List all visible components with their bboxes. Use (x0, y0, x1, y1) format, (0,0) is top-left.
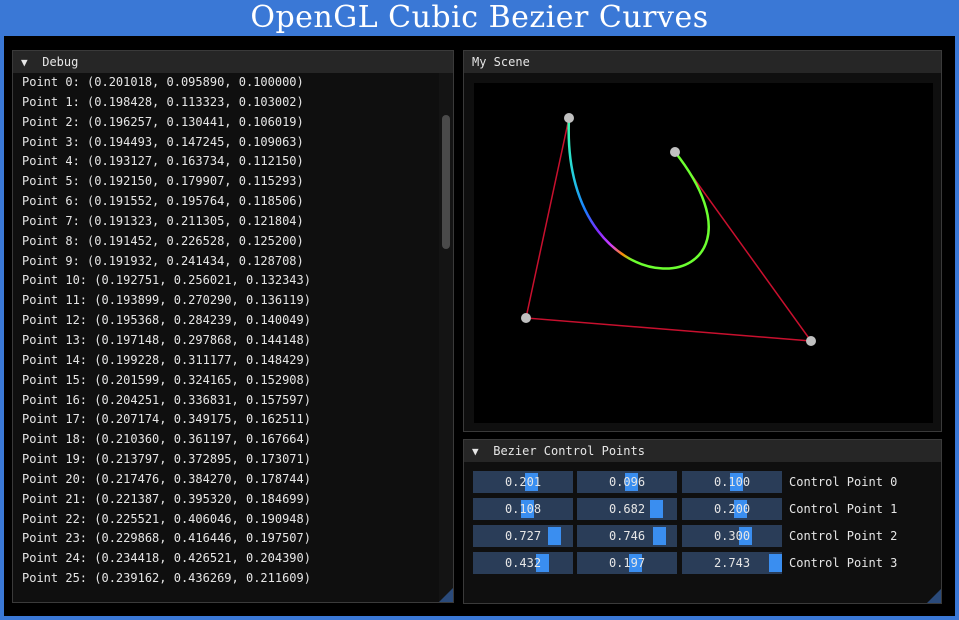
debug-point-line: Point 17: (0.207174, 0.349175, 0.162511) (22, 412, 311, 427)
field-value: 0.727 (504, 529, 542, 543)
debug-point-line: Point 12: (0.195368, 0.284239, 0.140049) (22, 313, 311, 328)
field-value: 0.200 (713, 502, 751, 516)
control-point-0-handle[interactable] (564, 113, 574, 123)
field-value: 0.746 (608, 529, 646, 543)
drag-float-field[interactable]: 0.197 (577, 552, 677, 574)
debug-point-line: Point 7: (0.191323, 0.211305, 0.121804) (22, 213, 304, 228)
slider-grab-handle[interactable] (629, 554, 643, 572)
debug-point-line: Point 5: (0.192150, 0.179907, 0.115293) (22, 174, 304, 189)
debug-point-line: Point 9: (0.191932, 0.241434, 0.128708) (22, 253, 304, 268)
control-point-2-handle[interactable] (806, 336, 816, 346)
debug-scrollbar-thumb[interactable] (442, 115, 450, 249)
field-value: 0.096 (608, 475, 646, 489)
drag-float-field[interactable]: 0.300 (682, 525, 782, 547)
controls-window[interactable]: ▼ Bezier Control Points 0.201 0.096 0.100 C… (463, 439, 942, 604)
debug-point-line: Point 15: (0.201599, 0.324165, 0.152908) (22, 372, 311, 387)
debug-point-line: Point 19: (0.213797, 0.372895, 0.173071) (22, 452, 311, 467)
field-value: 0.108 (504, 502, 542, 516)
slider-grab-handle[interactable] (520, 500, 534, 518)
app-canvas: ▼ Debug Point 0: (0.201018, 0.095890, 0.… (4, 36, 955, 616)
field-value: 0.197 (608, 556, 646, 570)
drag-float-field[interactable]: 0.432 (473, 552, 573, 574)
drag-float-field[interactable]: 2.743 (682, 552, 782, 574)
debug-resize-grip-icon[interactable] (439, 588, 453, 602)
drag-float-field[interactable]: 0.096 (577, 471, 677, 493)
field-value: 0.682 (608, 502, 646, 516)
debug-point-list: Point 0: (0.201018, 0.095890, 0.100000) P… (13, 73, 439, 602)
slider-grab-handle[interactable] (650, 500, 664, 518)
control-point-label: Control Point 2 (789, 529, 898, 543)
slider-grab-handle[interactable] (624, 473, 638, 491)
drag-float-field[interactable]: 0.108 (473, 498, 573, 520)
field-value: 0.432 (504, 556, 542, 570)
drag-float-field[interactable]: 0.100 (682, 471, 782, 493)
controls-title-bar[interactable]: ▼ Bezier Control Points (464, 440, 941, 462)
scene-title-bar[interactable]: My Scene (464, 51, 941, 73)
control-point-label: Control Point 1 (789, 502, 898, 516)
slider-grab-handle[interactable] (525, 473, 539, 491)
controls-resize-grip-icon[interactable] (927, 589, 941, 603)
field-value: 2.743 (713, 556, 751, 570)
collapse-triangle-icon[interactable]: ▼ (21, 56, 28, 69)
debug-point-line: Point 0: (0.201018, 0.095890, 0.100000) (22, 75, 304, 89)
debug-point-line: Point 4: (0.193127, 0.163734, 0.112150) (22, 154, 304, 169)
debug-point-line: Point 6: (0.191552, 0.195764, 0.118506) (22, 194, 304, 209)
debug-point-line: Point 16: (0.204251, 0.336831, 0.157597) (22, 392, 311, 407)
debug-title-bar[interactable]: ▼ Debug (13, 51, 453, 73)
field-value: 0.300 (713, 529, 751, 543)
slider-grab-handle[interactable] (652, 527, 666, 545)
slider-grab-handle[interactable] (738, 527, 752, 545)
debug-point-line: Point 8: (0.191452, 0.226528, 0.125200) (22, 233, 304, 248)
debug-point-line: Point 13: (0.197148, 0.297868, 0.144148) (22, 332, 311, 347)
bezier-curve (567, 117, 710, 270)
control-point-label: Control Point 0 (789, 475, 898, 489)
field-value: 0.100 (713, 475, 751, 489)
control-point-label: Control Point 3 (789, 556, 898, 570)
drag-float-field[interactable]: 0.727 (473, 525, 573, 547)
debug-scrollbar[interactable] (439, 73, 453, 602)
control-polygon (525, 117, 813, 342)
debug-point-line: Point 1: (0.198428, 0.113323, 0.103002) (22, 94, 304, 109)
debug-window[interactable]: ▼ Debug Point 0: (0.201018, 0.095890, 0.… (12, 50, 454, 603)
debug-point-line: Point 11: (0.193899, 0.270290, 0.136119) (22, 293, 311, 308)
scene-title: My Scene (472, 55, 530, 69)
controls-title: Bezier Control Points (493, 444, 645, 458)
slider-grab-handle[interactable] (535, 554, 549, 572)
slider-grab-handle[interactable] (729, 473, 743, 491)
field-value: 0.201 (504, 475, 542, 489)
debug-point-line: Point 2: (0.196257, 0.130441, 0.106019) (22, 114, 304, 129)
debug-point-line: Point 14: (0.199228, 0.311177, 0.148429) (22, 352, 311, 367)
debug-title: Debug (42, 55, 79, 69)
debug-point-line: Point 21: (0.221387, 0.395320, 0.184699) (22, 491, 311, 506)
drag-float-field[interactable]: 0.201 (473, 471, 573, 493)
slider-grab-handle[interactable] (769, 554, 782, 572)
debug-point-line: Point 22: (0.225521, 0.406046, 0.190948) (22, 511, 311, 526)
drag-float-field[interactable]: 0.746 (577, 525, 677, 547)
control-point-3-handle[interactable] (670, 147, 680, 157)
collapse-triangle-icon[interactable]: ▼ (472, 445, 479, 458)
slider-grab-handle[interactable] (547, 527, 561, 545)
window-title: OpenGL Cubic Bezier Curves (0, 0, 959, 36)
drag-float-field[interactable]: 0.682 (577, 498, 677, 520)
debug-point-line: Point 23: (0.229868, 0.416446, 0.197507) (22, 531, 311, 546)
debug-point-line: Point 20: (0.217476, 0.384270, 0.178744) (22, 471, 311, 486)
scene-viewport[interactable] (474, 83, 933, 423)
control-point-1-handle[interactable] (521, 313, 531, 323)
debug-point-line: Point 3: (0.194493, 0.147245, 0.109063) (22, 134, 304, 149)
debug-point-line: Point 18: (0.210360, 0.361197, 0.167664) (22, 432, 311, 447)
slider-grab-handle[interactable] (734, 500, 748, 518)
drag-float-field[interactable]: 0.200 (682, 498, 782, 520)
debug-point-line: Point 24: (0.234418, 0.426521, 0.204390) (22, 551, 311, 566)
debug-point-line: Point 10: (0.192751, 0.256021, 0.132343) (22, 273, 311, 288)
scene-window[interactable]: My Scene (463, 50, 942, 432)
debug-point-line: Point 25: (0.239162, 0.436269, 0.211609) (22, 571, 311, 586)
